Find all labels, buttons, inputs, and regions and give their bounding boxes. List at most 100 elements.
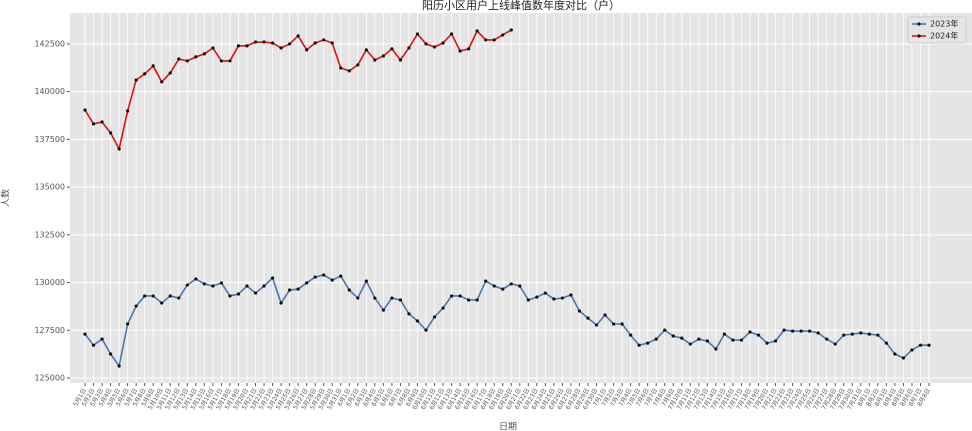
data-point — [330, 41, 334, 45]
data-point — [211, 46, 215, 50]
data-point — [705, 339, 709, 343]
data-point — [262, 284, 266, 288]
data-point — [279, 301, 283, 305]
legend-marker — [917, 34, 921, 38]
data-point — [671, 334, 675, 338]
data-point — [108, 131, 113, 135]
data-point — [194, 277, 198, 281]
data-point — [424, 42, 428, 46]
data-point — [151, 294, 155, 298]
data-point — [441, 306, 445, 310]
series-line — [84, 274, 929, 368]
data-point — [833, 342, 837, 346]
data-point — [884, 341, 888, 345]
data-point — [509, 282, 513, 286]
data-point — [850, 332, 854, 336]
data-point — [211, 284, 215, 288]
data-point — [927, 343, 931, 347]
data-point — [501, 287, 505, 291]
data-point — [313, 275, 317, 279]
chart-title: 阳历小区用户上线峰值数年度对比（户） — [422, 0, 620, 12]
data-point — [688, 342, 692, 346]
data-point — [83, 332, 87, 336]
data-point — [322, 273, 326, 277]
data-point — [893, 352, 897, 356]
data-point — [569, 293, 573, 297]
data-point — [347, 69, 351, 73]
data-point — [100, 337, 104, 341]
data-point — [475, 298, 479, 302]
data-point — [731, 338, 735, 342]
data-point — [790, 329, 795, 333]
data-point — [594, 323, 599, 327]
data-point — [373, 296, 377, 300]
data-point — [168, 71, 172, 75]
data-point — [185, 283, 189, 287]
data-point — [91, 122, 96, 126]
data-point — [381, 308, 385, 312]
data-point — [782, 328, 786, 332]
data-point — [143, 72, 147, 76]
data-point — [415, 319, 420, 323]
data-point — [364, 279, 368, 283]
data-point — [253, 40, 258, 44]
data-point — [177, 57, 181, 61]
x-axis-label: 日期 — [499, 422, 517, 431]
data-point — [407, 46, 411, 50]
data-point — [560, 296, 565, 300]
data-point — [279, 46, 283, 50]
data-point — [253, 291, 258, 295]
data-point — [270, 41, 275, 45]
data-point — [432, 45, 437, 49]
data-point — [236, 44, 241, 48]
data-point — [484, 279, 488, 283]
data-point — [296, 34, 300, 38]
data-point — [160, 301, 164, 305]
data-point — [245, 44, 249, 48]
data-point — [288, 42, 292, 46]
data-point — [202, 52, 206, 56]
data-point — [339, 274, 343, 278]
data-point — [876, 333, 880, 337]
data-point — [219, 59, 224, 63]
data-point — [381, 54, 385, 58]
data-point — [390, 296, 394, 300]
data-point — [816, 331, 820, 335]
data-point — [467, 298, 471, 302]
data-point — [407, 312, 411, 316]
data-point — [808, 329, 812, 333]
data-point — [722, 332, 726, 336]
data-point — [543, 291, 547, 295]
data-point — [262, 40, 266, 44]
data-point — [458, 294, 462, 298]
data-point — [185, 59, 189, 63]
data-point — [288, 288, 292, 292]
data-point — [194, 55, 198, 59]
data-point — [680, 336, 684, 340]
data-point — [842, 333, 846, 337]
y-tick-label: 127500 — [34, 326, 65, 335]
data-point — [347, 288, 351, 292]
data-point — [629, 333, 633, 337]
data-point — [228, 59, 232, 63]
data-point — [867, 332, 871, 336]
data-point — [714, 347, 718, 351]
data-point — [603, 313, 607, 317]
data-point — [552, 297, 556, 301]
data-point — [134, 304, 138, 308]
data-point — [739, 338, 744, 342]
data-point — [799, 329, 803, 333]
data-point — [322, 38, 326, 42]
data-point — [134, 78, 138, 82]
data-point — [756, 333, 761, 337]
data-point — [313, 41, 317, 45]
data-point — [458, 49, 462, 53]
data-point — [467, 47, 471, 51]
data-point — [586, 316, 590, 320]
data-point — [270, 276, 275, 280]
data-point — [339, 66, 343, 70]
data-point — [475, 29, 479, 33]
data-point — [509, 28, 513, 32]
legend-label: 2024年 — [930, 31, 958, 41]
